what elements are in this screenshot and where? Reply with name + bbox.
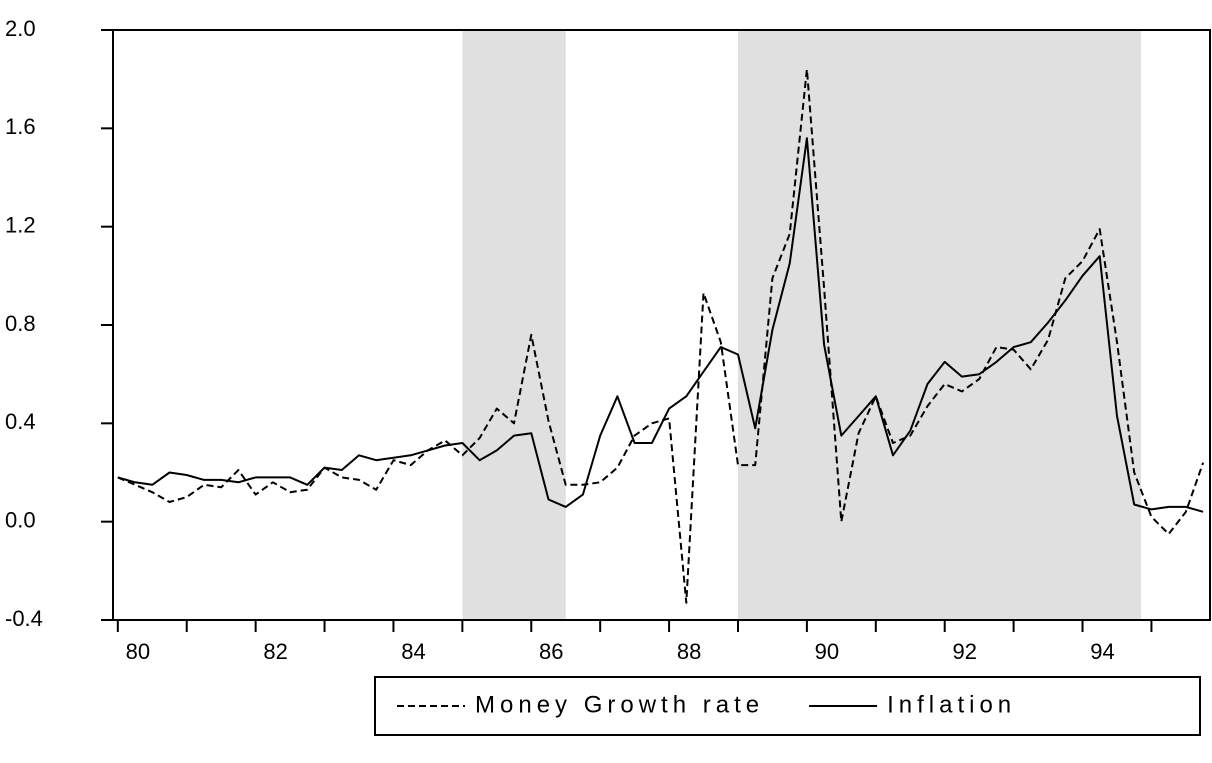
y-tick-label: 1.2 [5, 212, 36, 237]
shaded-period [462, 30, 566, 620]
series-line [117, 68, 1205, 604]
x-tick-label: 94 [1090, 639, 1114, 664]
legend: Money Growth rate Inflation [374, 676, 1201, 736]
plot-frame [112, 29, 1211, 621]
x-tick-label: 80 [126, 639, 150, 664]
x-tick-label: 88 [677, 639, 701, 664]
y-tick-label: 0.4 [5, 409, 36, 434]
legend-label: Inflation [887, 691, 1016, 718]
x-tick-label: 84 [401, 639, 425, 664]
series-line [117, 137, 1204, 513]
x-tick-label: 86 [539, 639, 563, 664]
y-tick-label: 1.6 [5, 114, 36, 139]
x-tick-label: 82 [263, 639, 287, 664]
x-tick-label: 92 [952, 639, 976, 664]
legend-box [374, 676, 1201, 736]
y-tick-label: 0.8 [5, 311, 36, 336]
y-tick-label: -0.4 [5, 606, 43, 631]
shaded-period [737, 30, 1142, 620]
y-tick-label: 2.0 [5, 16, 36, 41]
y-tick-label: 0.0 [5, 507, 36, 532]
x-tick-label: 90 [815, 639, 839, 664]
legend-label: Money Growth rate [475, 691, 764, 718]
